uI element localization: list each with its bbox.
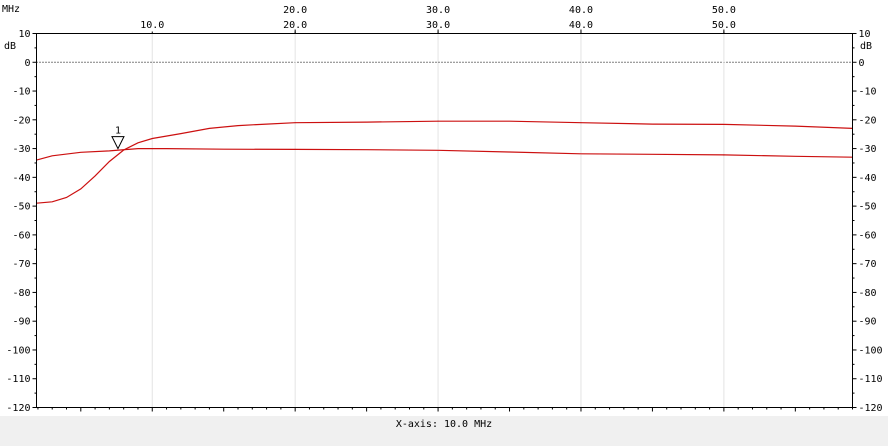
y-tick-label-right: -100 xyxy=(859,345,883,356)
trace-1 xyxy=(36,120,853,204)
y-tick-label-right: -80 xyxy=(859,288,877,299)
y-tick-label-right: -50 xyxy=(859,202,877,213)
marker-label: 1 xyxy=(115,126,121,137)
x-tick-label-top: 20.0 xyxy=(283,5,307,16)
y-tick-label-left: -70 xyxy=(12,259,30,270)
markers: 1 xyxy=(111,126,125,150)
y-tick-label-left: -100 xyxy=(6,345,30,356)
chart: MHz dB dB 10 10 0 0 -10 -10 -20 -20 -30 -30 -40 -40… xyxy=(2,4,883,414)
traces xyxy=(36,120,853,204)
plot-frame xyxy=(36,33,853,408)
y-tick-label-left: 0 xyxy=(24,58,30,69)
y-tick-label-right: -40 xyxy=(859,173,877,184)
y-tick-label-left: -30 xyxy=(12,144,30,155)
y-tick-label-right: -20 xyxy=(859,115,877,126)
x-tick-label-top: 30.0 xyxy=(426,5,450,16)
y-tick-label-left: -90 xyxy=(12,317,30,328)
x-tick-label-bottom: 20.0 xyxy=(283,20,307,31)
y-tick-label-right: 0 xyxy=(859,58,865,69)
y-tick-label-left: -50 xyxy=(12,202,30,213)
x-tick-label-top: 40.0 xyxy=(569,5,593,16)
x-tick-label-top: 50.0 xyxy=(712,5,736,16)
grid xyxy=(36,33,853,408)
x-tick-label-bottom: 40.0 xyxy=(569,20,593,31)
y-tick-label-left: 10 xyxy=(18,29,30,40)
y-unit-right-label: dB xyxy=(860,41,872,52)
x-tick-label-bottom: 10.0 xyxy=(140,20,164,31)
y-unit-left-label: dB xyxy=(4,41,16,52)
y-tick-label-left: -80 xyxy=(12,288,30,299)
x-unit-label: MHz xyxy=(2,4,20,15)
y-tick-label-right: -60 xyxy=(859,230,877,241)
y-tick-label-right: -70 xyxy=(859,259,877,270)
y-tick-label-right: -110 xyxy=(859,374,883,385)
y-tick-label-left: -20 xyxy=(12,115,30,126)
y-tick-label-left: -120 xyxy=(6,403,30,414)
status-footer: X-axis: 10.0 MHz xyxy=(0,416,888,446)
y-tick-label-right: -10 xyxy=(859,87,877,98)
x-axis-scale-label: X-axis: 10.0 MHz xyxy=(395,419,493,430)
y-tick-label-left: -40 xyxy=(12,173,30,184)
y-tick-label-right: -30 xyxy=(859,144,877,155)
trace-2 xyxy=(36,148,853,161)
y-tick-label-right: -120 xyxy=(859,403,883,414)
marker-triangle xyxy=(111,136,125,150)
y-tick-label-left: -60 xyxy=(12,230,30,241)
y-tick-label-left: -10 xyxy=(12,87,30,98)
x-tick-label-bottom: 30.0 xyxy=(426,20,450,31)
x-tick-label-bottom: 50.0 xyxy=(712,20,736,31)
y-tick-label-right: -90 xyxy=(859,317,877,328)
y-tick-label-left: -110 xyxy=(6,374,30,385)
y-tick-label-right: 10 xyxy=(859,29,871,40)
axis-tick-labels: 10 10 0 0 -10 -10 -20 -20 -30 -30 -40 -40 -50 -50 -60 -… xyxy=(6,5,882,414)
